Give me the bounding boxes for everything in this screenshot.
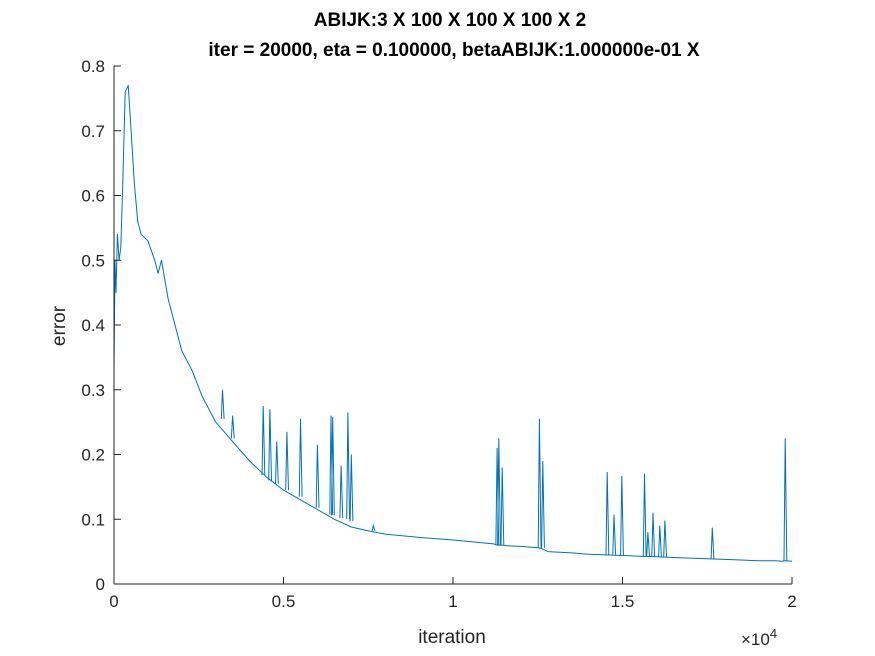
spike-6 (298, 418, 303, 497)
x-exponent-power: 4 (770, 626, 777, 641)
spike-16 (500, 467, 505, 546)
x-tick-label: 2 (787, 592, 796, 611)
y-tick-label: 0.5 (81, 251, 105, 270)
x-tick-label: 0.5 (272, 592, 296, 611)
y-tick-label: 0.3 (81, 381, 105, 400)
y-tick-label: 0.2 (81, 446, 105, 465)
spike-20 (612, 514, 617, 555)
series-layer (113, 84, 793, 562)
x-exponent-label: ×104 (741, 626, 777, 649)
chart-title: ABIJK:3 X 100 X 100 X 100 X 2 (314, 10, 587, 31)
spike-10 (339, 465, 344, 519)
x-exponent-base: ×10 (741, 630, 770, 649)
spike-17 (537, 418, 542, 548)
spike-27 (710, 527, 715, 559)
spike-12 (349, 454, 354, 522)
y-axis-label: error (49, 305, 70, 346)
spike-19 (605, 471, 610, 555)
x-tick-label: 0 (109, 592, 118, 611)
spike-21 (620, 475, 624, 556)
spike-23 (646, 532, 650, 557)
x-tick-label: 1 (448, 592, 457, 611)
spike-11 (346, 412, 350, 520)
tick-layer: 0 0.5 1 1.5 2 0 0.1 0.2 0.3 0.4 0.5 0.6 0.7 0.8 (81, 57, 796, 611)
spike-24 (651, 512, 656, 557)
x-axis-label: iteration (418, 627, 486, 648)
spike-26 (663, 520, 667, 557)
plot-area: 0 0.5 1 1.5 2 0 0.1 0.2 0.3 0.4 0.5 0.6 0.7 0.8 (81, 57, 796, 611)
spike-1 (230, 415, 235, 439)
spike-15 (497, 438, 501, 546)
y-tick-label: 0.8 (81, 57, 105, 76)
spike-18 (541, 460, 545, 548)
axes-layer (113, 66, 792, 585)
spike-9 (331, 416, 335, 516)
y-tick-label: 0.1 (81, 510, 105, 529)
chart-subtitle: iter = 20000, eta = 0.100000, betaABIJK:… (208, 40, 699, 61)
spike-2 (261, 405, 266, 476)
y-tick-label: 0 (96, 575, 105, 594)
y-tick-label: 0.7 (81, 122, 105, 141)
spike-28 (783, 438, 788, 561)
spike-0 (220, 389, 225, 419)
spike-13 (371, 523, 376, 532)
series-line-0 (113, 84, 793, 562)
x-tick-label: 1.5 (611, 592, 635, 611)
spike-25 (658, 525, 662, 557)
y-tick-label: 0.4 (81, 316, 105, 335)
spike-4 (275, 441, 279, 484)
y-tick-label: 0.6 (81, 187, 105, 206)
spike-7 (315, 444, 320, 508)
spike-5 (285, 431, 289, 491)
spike-22 (642, 473, 647, 557)
spike-3 (268, 409, 272, 481)
